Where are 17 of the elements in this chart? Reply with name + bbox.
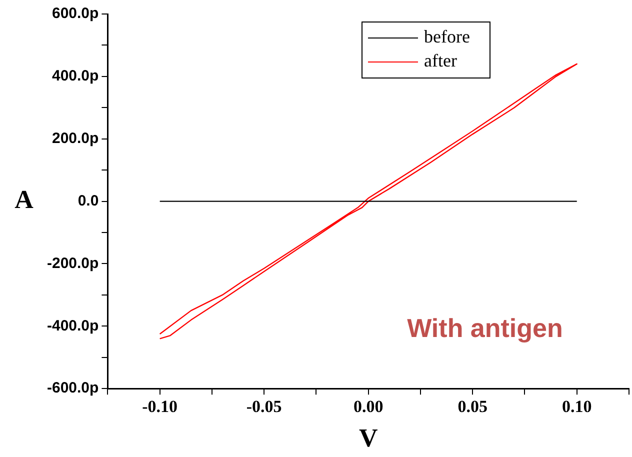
x-tick-label: 0.10: [562, 397, 592, 416]
y-tick-label: -200.0p: [46, 254, 99, 272]
x-axis-title: V: [358, 424, 378, 453]
legend-label: after: [424, 50, 457, 71]
y-tick-label: 600.0p: [52, 5, 99, 22]
x-tick-label: -0.05: [246, 397, 282, 416]
x-tick-label: 0.00: [353, 397, 384, 416]
annotation: With antigen: [407, 313, 563, 344]
y-tick-label: 400.0p: [52, 68, 99, 85]
y-tick-label: -600.0p: [46, 380, 99, 397]
x-tick-label: -0.10: [142, 397, 178, 416]
y-tick-label: 200.0p: [52, 130, 99, 148]
y-tick-label: 0.0: [78, 192, 99, 210]
y-tick-label: -400.0p: [46, 317, 99, 334]
y-axis-title: A: [14, 185, 34, 214]
legend-label: before: [424, 26, 470, 47]
x-tick-label: 0.05: [458, 397, 488, 416]
